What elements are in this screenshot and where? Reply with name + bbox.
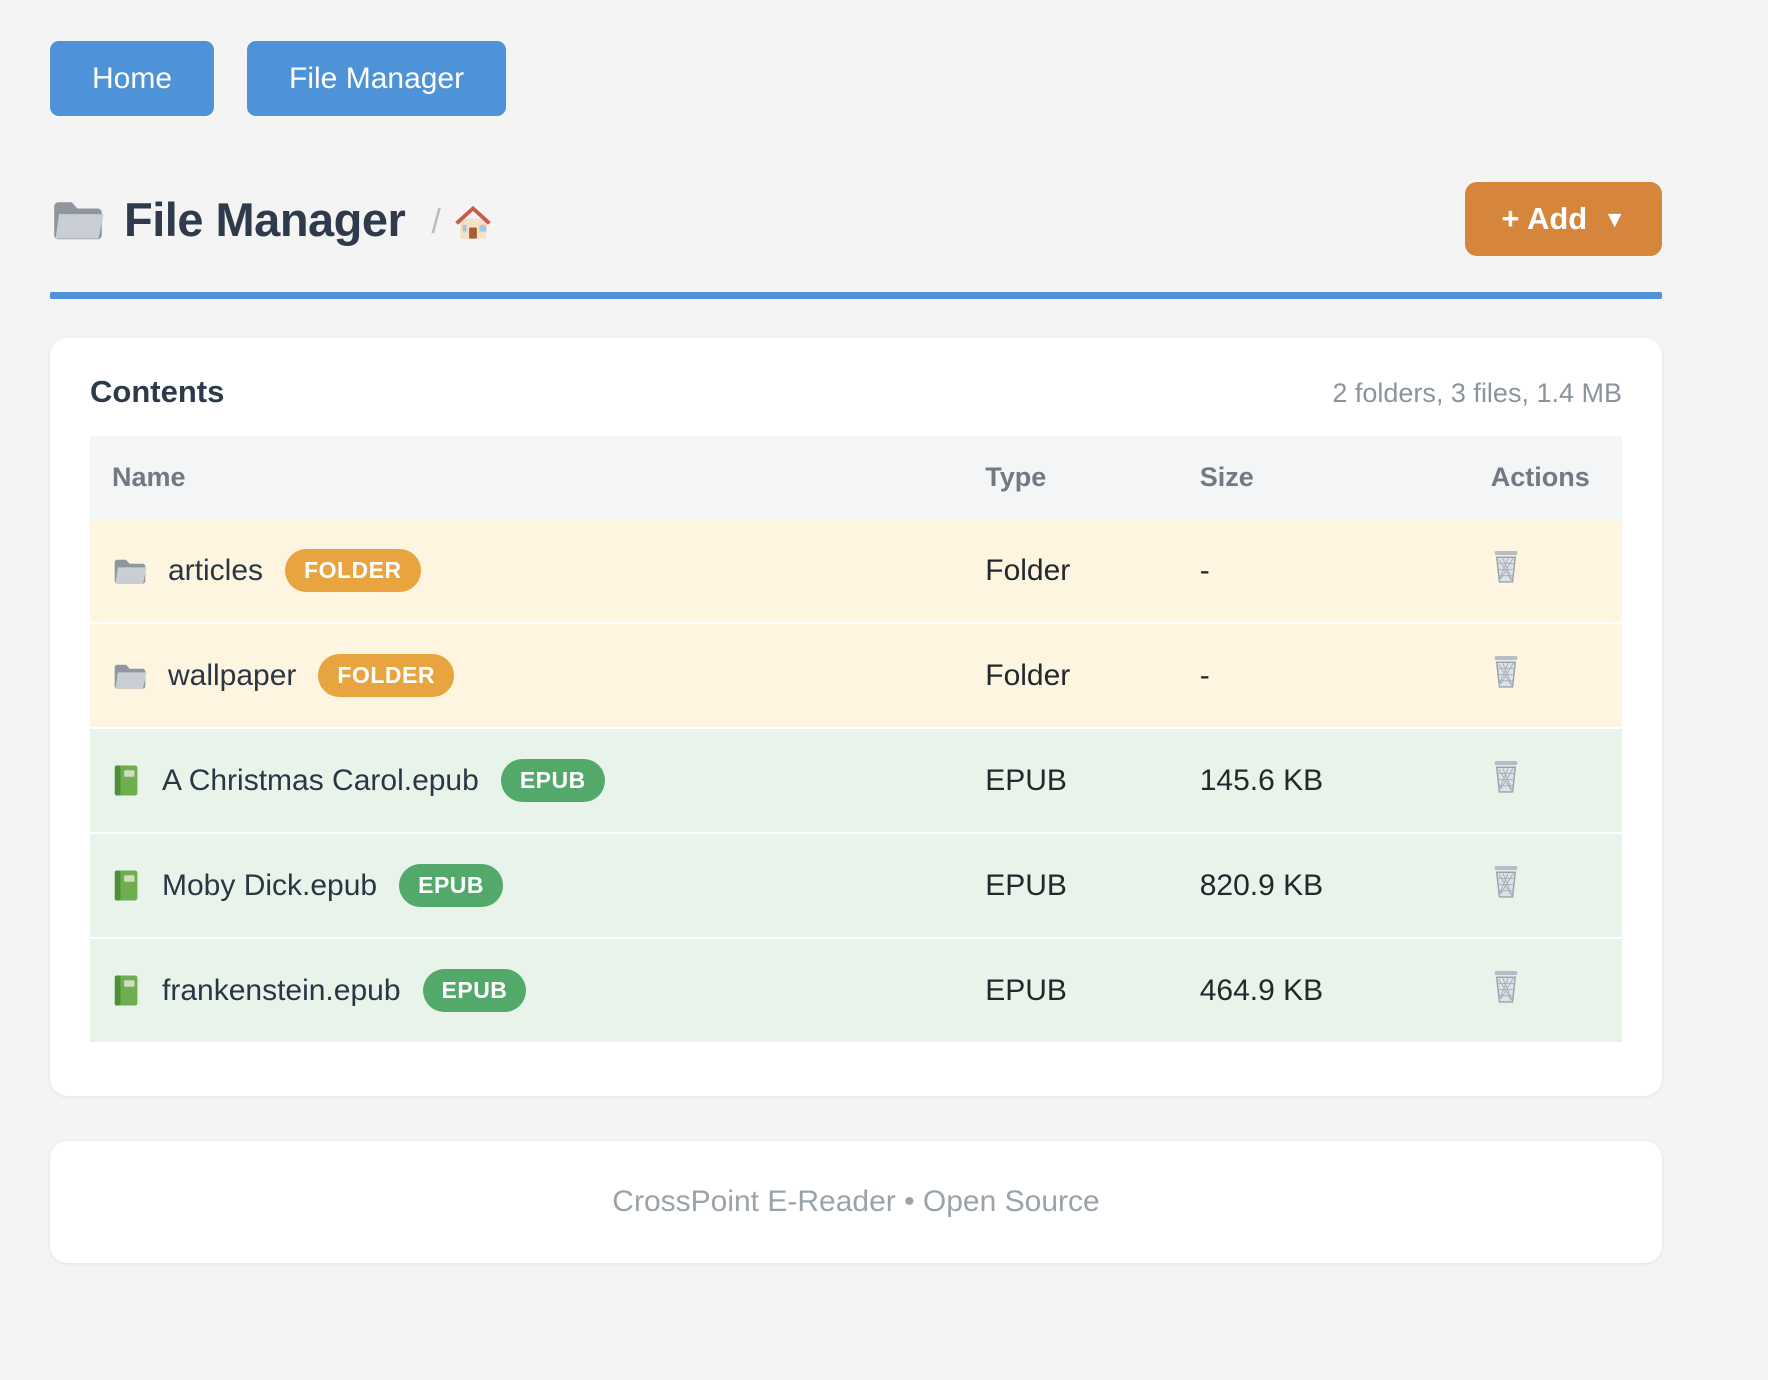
type-badge: EPUB	[399, 864, 504, 907]
folder-icon	[112, 660, 148, 691]
folder-icon	[112, 555, 148, 586]
table-header-row: Name Type Size Actions	[90, 436, 1622, 519]
trash-icon[interactable]	[1491, 969, 1521, 1004]
file-manager-button[interactable]: File Manager	[247, 41, 507, 116]
breadcrumb-separator: /	[431, 202, 441, 241]
caret-down-icon: ▼	[1603, 205, 1626, 232]
type-badge: FOLDER	[285, 549, 421, 592]
trash-icon[interactable]	[1491, 759, 1521, 794]
trash-icon[interactable]	[1491, 864, 1521, 899]
page: Home File Manager File Manager /	[50, 0, 1662, 1263]
file-type: EPUB	[985, 763, 1067, 797]
footer-text: CrossPoint E-Reader • Open Source	[612, 1185, 1100, 1218]
file-name[interactable]: wallpaper	[168, 658, 297, 692]
file-type: Folder	[985, 658, 1071, 692]
file-name[interactable]: A Christmas Carol.epub	[162, 763, 479, 797]
file-type: EPUB	[985, 973, 1067, 1007]
file-name[interactable]: Moby Dick.epub	[162, 868, 378, 902]
file-type: EPUB	[985, 868, 1067, 902]
card-title: Contents	[90, 374, 225, 409]
title-divider	[50, 292, 1662, 299]
page-title: File Manager	[124, 192, 406, 246]
footer: CrossPoint E-Reader • Open Source	[50, 1141, 1662, 1263]
type-badge: EPUB	[500, 759, 605, 802]
title-row: File Manager / + Add ▼	[50, 182, 1662, 256]
table-row[interactable]: frankenstein.epub EPUB EPUB 464.9 KB	[90, 938, 1622, 1042]
book-icon	[112, 868, 142, 903]
file-size: 464.9 KB	[1199, 973, 1324, 1007]
table-row[interactable]: articles FOLDER Folder -	[90, 519, 1622, 623]
table-row[interactable]: wallpaper FOLDER Folder -	[90, 623, 1622, 728]
file-table: Name Type Size Actions articles FOLDER F…	[90, 436, 1622, 1042]
contents-summary: 2 folders, 3 files, 1.4 MB	[1332, 378, 1622, 408]
house-icon[interactable]	[453, 203, 493, 241]
file-size: -	[1199, 658, 1210, 692]
contents-card: Contents 2 folders, 3 files, 1.4 MB Name…	[50, 338, 1662, 1096]
home-button[interactable]: Home	[50, 41, 215, 116]
file-type: Folder	[985, 553, 1071, 587]
type-badge: FOLDER	[318, 654, 454, 697]
column-header-size: Size	[1199, 462, 1254, 492]
trash-icon[interactable]	[1491, 549, 1521, 584]
book-icon	[112, 763, 142, 798]
file-name[interactable]: articles	[168, 553, 264, 587]
column-header-type: Type	[985, 462, 1047, 492]
file-size: 145.6 KB	[1199, 763, 1324, 797]
column-header-actions: Actions	[1490, 462, 1590, 492]
add-button[interactable]: + Add ▼	[1465, 182, 1662, 256]
file-size: 820.9 KB	[1199, 868, 1324, 902]
column-header-name: Name	[112, 462, 186, 492]
file-name[interactable]: frankenstein.epub	[162, 973, 401, 1007]
file-size: -	[1199, 553, 1210, 587]
top-nav: Home File Manager	[50, 41, 1662, 116]
book-icon	[112, 973, 142, 1008]
type-badge: EPUB	[422, 969, 527, 1012]
folder-icon	[50, 195, 106, 243]
add-button-label: + Add	[1501, 201, 1588, 236]
table-row[interactable]: A Christmas Carol.epub EPUB EPUB 145.6 K…	[90, 728, 1622, 833]
table-row[interactable]: Moby Dick.epub EPUB EPUB 820.9 KB	[90, 833, 1622, 938]
trash-icon[interactable]	[1491, 654, 1521, 689]
